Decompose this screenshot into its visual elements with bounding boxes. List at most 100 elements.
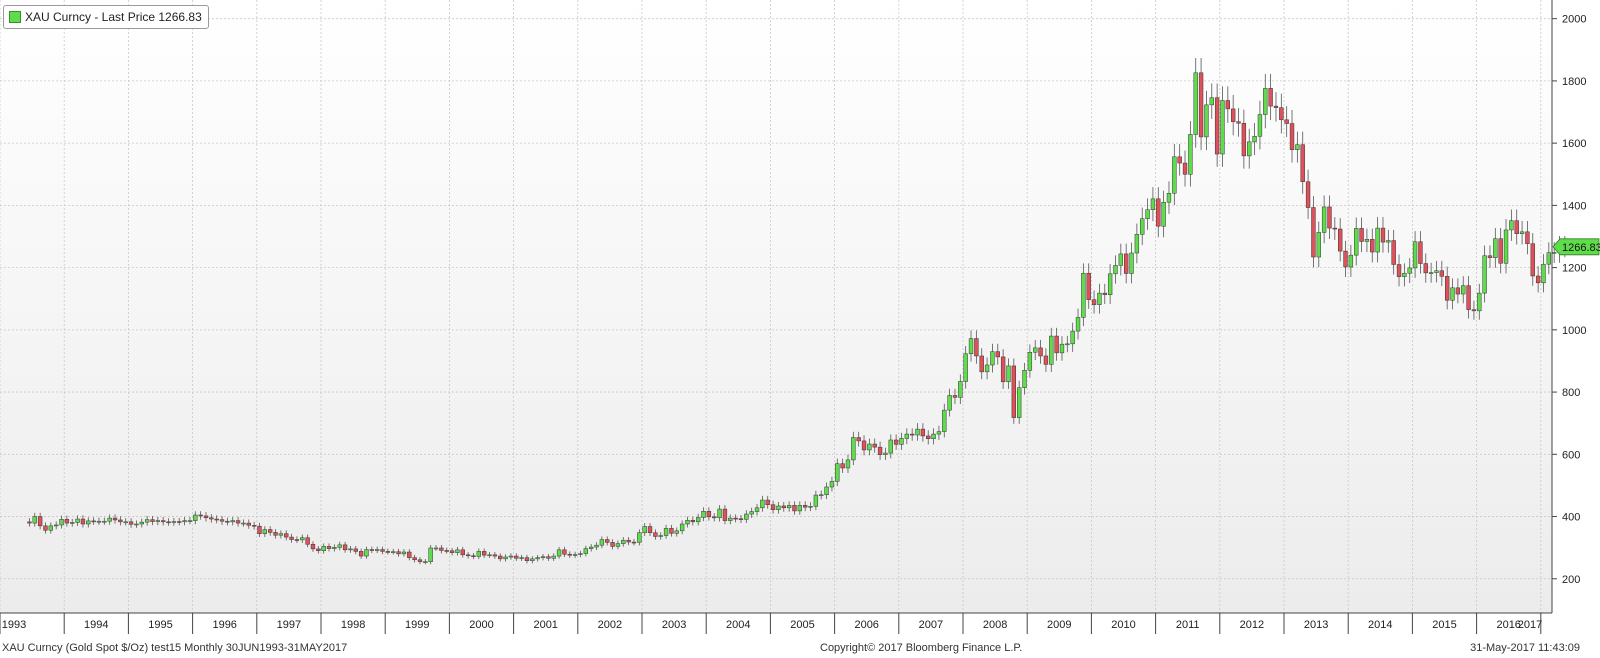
candle (760, 495, 765, 512)
x-tick-label: 1999 (405, 619, 429, 631)
x-tick-label: 2007 (919, 619, 943, 631)
candle (1412, 231, 1418, 278)
candle (407, 549, 412, 561)
candle (1482, 245, 1487, 303)
candle (572, 551, 578, 558)
x-tick-label: 1996 (212, 619, 236, 631)
candle (621, 537, 626, 547)
candle (797, 501, 803, 515)
candle-body (1070, 330, 1075, 345)
candle-body (160, 520, 166, 523)
candle-body (647, 526, 653, 533)
candle-body (144, 519, 150, 523)
candle (246, 519, 251, 529)
y-tick-label: 600 (1562, 449, 1580, 461)
candle (1150, 187, 1156, 222)
candle (1289, 109, 1295, 163)
candle (1022, 362, 1027, 395)
candle-body (182, 520, 187, 523)
candle-body (567, 553, 572, 556)
candle-body (733, 517, 738, 520)
candle (508, 553, 514, 560)
candle-body (530, 558, 535, 561)
candle-body (663, 528, 669, 536)
candle (1011, 358, 1017, 424)
candle (96, 517, 102, 525)
candle-body (1172, 156, 1177, 194)
candle (813, 490, 819, 511)
candle (1118, 243, 1124, 276)
candle-body (562, 549, 567, 555)
candle-body (492, 554, 498, 557)
y-tick-label: 1400 (1562, 200, 1586, 212)
candle-body (1530, 243, 1535, 277)
candle-body (690, 520, 696, 523)
candle (952, 388, 958, 405)
candle-body (75, 518, 80, 523)
candle-body (679, 523, 685, 532)
candle (776, 501, 781, 514)
candle-body (1439, 270, 1445, 277)
candle (86, 517, 91, 528)
candle (942, 403, 947, 438)
candle-body (305, 537, 310, 545)
candle (1428, 262, 1434, 283)
candle-body (1343, 250, 1348, 268)
candle (909, 428, 915, 441)
candle (1321, 195, 1327, 244)
candle-body (1065, 343, 1070, 346)
candle (1503, 219, 1509, 274)
candle (1000, 349, 1006, 389)
candle (738, 515, 744, 524)
candle-body (262, 529, 268, 534)
candle-body (1337, 228, 1343, 252)
candle (765, 495, 770, 509)
candle-body (845, 459, 851, 469)
candle-body (412, 557, 417, 561)
candle (262, 526, 268, 537)
candle (1236, 108, 1241, 137)
candle (1370, 228, 1375, 263)
candle (433, 545, 439, 551)
candle (193, 511, 198, 525)
candle-body (824, 486, 829, 496)
candle-body (1193, 72, 1198, 135)
x-tick-label: 2017 (1518, 619, 1542, 631)
candle-body (1305, 181, 1311, 208)
candle (1444, 266, 1450, 310)
candle-body (1220, 100, 1225, 155)
candle-body (1471, 309, 1477, 312)
candle (401, 549, 407, 557)
candle (332, 544, 337, 552)
candle (594, 542, 599, 551)
candle (1439, 260, 1445, 287)
x-tick-label: 2016 (1496, 619, 1520, 631)
candle-body (1177, 156, 1182, 164)
candle-body (123, 521, 128, 524)
candle-body (1204, 104, 1209, 138)
candle (300, 534, 305, 544)
candle-body (1118, 253, 1124, 266)
candle (1337, 218, 1343, 262)
candle (417, 557, 423, 565)
candle-body (1145, 209, 1150, 220)
candle (348, 545, 353, 553)
candle-body (942, 409, 947, 432)
candle (599, 536, 605, 549)
x-tick-label: 2015 (1432, 619, 1456, 631)
candle-body (1418, 241, 1423, 264)
candle (1359, 217, 1364, 253)
candle (444, 547, 449, 554)
candle (1546, 242, 1552, 275)
candle (1316, 221, 1321, 268)
candle-body (1295, 144, 1300, 150)
candle (1380, 217, 1386, 253)
candle (990, 343, 995, 373)
y-tick-label: 400 (1562, 512, 1580, 524)
candle (1343, 240, 1348, 277)
x-tick-label: 2010 (1111, 619, 1135, 631)
candle-body (374, 549, 380, 551)
candle (819, 490, 824, 500)
candle-body (203, 515, 209, 519)
x-tick-label: 2011 (1176, 619, 1200, 631)
